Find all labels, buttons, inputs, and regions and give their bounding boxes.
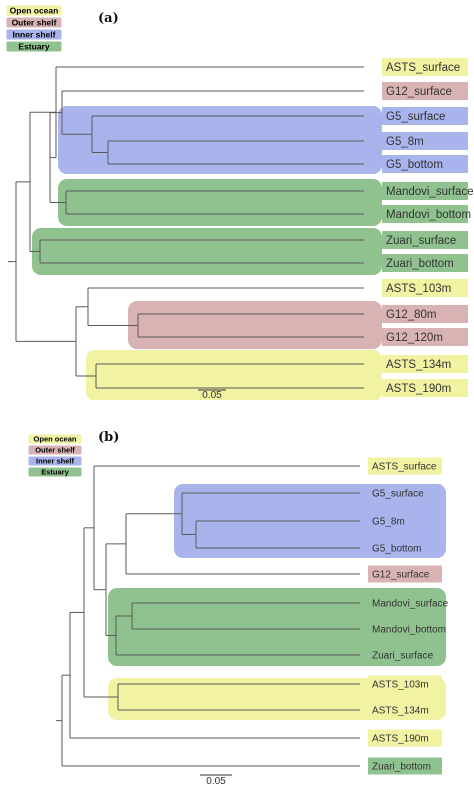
leaf-label: ASTS_103m (386, 283, 451, 295)
leaf-highlight (368, 620, 442, 638)
legend-label: Inner shelf (36, 457, 74, 466)
clade-highlight-estuary (108, 588, 446, 666)
leaf-label: ASTS_190m (372, 734, 429, 745)
dendrogram-panel-a: Open ocean Outer shelf Inner shelf Estuary (… (5, 4, 474, 400)
leaf-label: G5_bottom (386, 159, 443, 171)
scale-bar-label: 0.05 (206, 776, 226, 786)
legend-swatch (5, 28, 63, 41)
leaf-highlight (382, 231, 468, 249)
leaf-label: Zuari_bottom (386, 258, 454, 270)
legend-swatch (27, 444, 83, 456)
leaf-label: G5_surface (372, 489, 424, 500)
leaf-highlight (382, 305, 468, 323)
scale-bar-label: 0.05 (202, 390, 222, 400)
leaf-highlight (368, 729, 442, 747)
leaf-label: Mandovi_surface (372, 599, 449, 610)
clade-highlight-open-ocean (86, 350, 382, 400)
leaf-highlight (382, 279, 468, 297)
legend-swatch (27, 433, 83, 445)
panel-label-a: (a) (98, 11, 119, 26)
leaf-highlight (382, 82, 468, 100)
leaf-highlight (382, 205, 468, 223)
leaf-highlight (382, 379, 468, 397)
leaf-highlight (368, 512, 442, 530)
leaf-highlight (382, 254, 468, 272)
leaf-label: Mandovi_surface (386, 186, 474, 198)
leaf-label: G12_surface (372, 570, 430, 581)
leaf-label: Mandovi_bottom (386, 209, 471, 221)
leaf-label: Mandovi_bottom (372, 625, 446, 636)
leaf-label: G5_8m (372, 517, 405, 528)
legend-label: Open ocean (10, 6, 59, 16)
leaf-highlight (382, 155, 468, 173)
leaf-label: ASTS_134m (386, 359, 451, 371)
legend-label: Inner shelf (13, 30, 56, 40)
leaf-label: Zuari_bottom (372, 762, 431, 773)
leaf-label: G5_surface (386, 111, 445, 123)
leaf-highlight (368, 701, 442, 719)
leaf-highlight (382, 182, 468, 200)
leaf-highlight (382, 355, 468, 373)
leaf-highlight (368, 594, 442, 612)
clade-highlight-estuary (32, 228, 382, 275)
leaf-highlight (382, 328, 468, 346)
leaf-highlight (368, 539, 442, 557)
legend-label: Outer shelf (35, 446, 75, 455)
leaf-highlight (368, 565, 442, 583)
legend-label: Open ocean (34, 435, 77, 444)
leaf-label: ASTS_103m (372, 680, 429, 691)
leaf-highlight (382, 132, 468, 150)
legend-swatch (27, 466, 83, 478)
clade-highlight-inner-shelf (58, 106, 382, 174)
leaf-highlight (368, 675, 442, 693)
legend-label: Estuary (18, 42, 49, 52)
legend-swatch (5, 16, 63, 29)
leaf-label: G12_surface (386, 86, 452, 98)
leaf-label: G5_bottom (372, 544, 421, 555)
legend-label: Estuary (41, 468, 69, 477)
leaf-label: Zuari_surface (372, 651, 434, 662)
leaf-label: G5_8m (386, 136, 424, 148)
leaf-label: ASTS_surface (386, 62, 460, 74)
leaf-highlight (382, 107, 468, 125)
leaf-label: ASTS_134m (372, 706, 429, 717)
leaf-label: G12_120m (386, 332, 443, 344)
leaf-highlight (368, 646, 442, 664)
dendrogram-b-svg: Open ocean Outer shelf Inner shelf Estuary (… (27, 430, 449, 786)
leaf-label: Zuari_surface (386, 235, 456, 247)
leaf-highlight (368, 757, 442, 775)
leaf-label: ASTS_surface (372, 462, 437, 473)
leaf-highlight (382, 58, 468, 76)
leaf-label: ASTS_190m (386, 383, 451, 395)
leaf-highlight (368, 484, 442, 502)
leaf-highlight (368, 457, 442, 475)
dendrogram-a-svg: Open ocean Outer shelf Inner shelf Estuary (… (5, 4, 474, 400)
clade-highlight-estuary (58, 179, 382, 226)
clade-highlight-outer-shelf (128, 301, 382, 349)
legend-swatch (5, 4, 63, 17)
legend-label: Outer shelf (12, 18, 57, 28)
dendrogram-panel-b: Open ocean Outer shelf Inner shelf Estuary (… (0, 420, 474, 786)
legend-swatch (5, 40, 63, 53)
leaf-label: G12_80m (386, 309, 437, 321)
panel-label-b: (b) (98, 430, 119, 445)
legend-swatch (27, 455, 83, 467)
